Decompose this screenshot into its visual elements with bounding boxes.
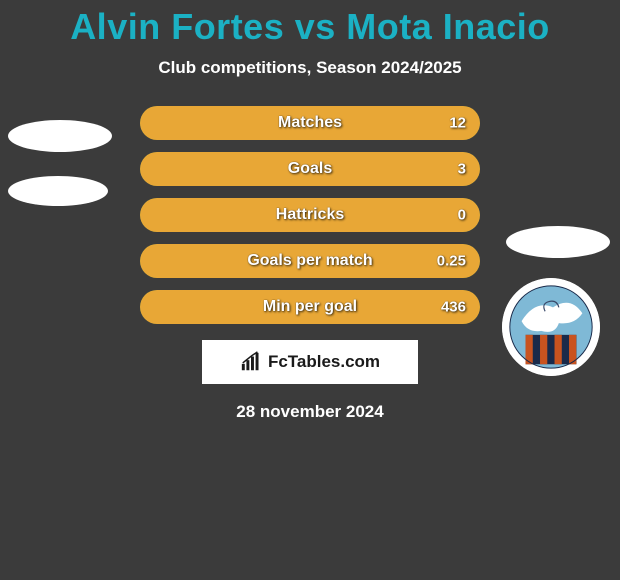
- stat-value: 0.25: [437, 253, 466, 270]
- bar-chart-icon: [240, 351, 262, 373]
- page-title: Alvin Fortes vs Mota Inacio: [0, 0, 620, 48]
- stat-value: 3: [458, 161, 466, 178]
- stat-label: Goals: [288, 160, 332, 178]
- stat-label: Matches: [278, 114, 342, 132]
- stat-label: Hattricks: [276, 206, 344, 224]
- page-subtitle: Club competitions, Season 2024/2025: [0, 58, 620, 78]
- stat-row: Hattricks 0: [140, 198, 480, 232]
- stat-value: 0: [458, 207, 466, 224]
- player1-placeholder-1: [8, 176, 108, 206]
- stat-row: Matches 12: [140, 106, 480, 140]
- stat-label: Min per goal: [263, 298, 357, 316]
- stat-row: Goals 3: [140, 152, 480, 186]
- player2-placeholder-top: [506, 226, 610, 258]
- stat-row: Goals per match 0.25: [140, 244, 480, 278]
- stat-row: Min per goal 436: [140, 290, 480, 324]
- brand-box[interactable]: FcTables.com: [202, 340, 418, 384]
- stat-value: 436: [441, 299, 466, 316]
- snapshot-date: 28 november 2024: [0, 402, 620, 422]
- stat-value: 12: [449, 115, 466, 132]
- stat-label: Goals per match: [247, 252, 372, 270]
- brand-text: FcTables.com: [268, 352, 380, 372]
- comparison-block: Matches 12 Goals 3 Hattricks 0 Goals per match…: [0, 106, 620, 422]
- player1-placeholder-0: [8, 120, 112, 152]
- player2-club-badge: [502, 278, 600, 376]
